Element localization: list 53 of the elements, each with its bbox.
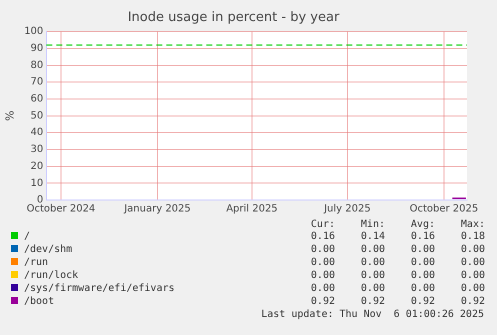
text: 0.16 [310,230,335,243]
y-axis-title: % [3,110,16,122]
legend-label: /boot [24,296,54,307]
text: 0.14 [360,230,385,243]
text: 0.00 [360,269,385,282]
legend-label: /dev/shm [24,244,72,255]
text: Cur: [310,218,335,230]
y-tick-label: 80 [30,60,44,71]
text: 0.92 [310,295,335,308]
legend-label: / [24,231,30,242]
y-tick-label: 0 [36,194,44,206]
text: 0.00 [410,282,435,295]
text: 0.00 [360,256,385,269]
text: 0.00 [410,243,435,256]
text: Last update: Thu Nov 6 01:00:26 2025 [260,308,485,321]
chart-title: Inode usage in percent - by year [128,10,340,26]
y-tick-label: 20 [30,160,44,172]
y-tick-label: 90 [30,43,44,54]
y-tick-label: 10 [30,178,44,189]
x-tick-label: October 2025 [410,204,478,215]
text: 0.00 [310,243,335,256]
text: 0.00 [460,282,485,295]
y-tick-label: 40 [30,127,44,138]
text: Avg: [410,218,435,230]
text: 0.00 [310,256,335,269]
text: 0.00 [460,269,485,282]
text: 0.16 [410,230,435,243]
legend-label: /sys/firmware/efi/efivars [24,283,175,294]
legend-label: /run [24,257,48,268]
text: 0.92 [410,295,435,308]
y-tick-label: 70 [30,76,44,88]
text: 0.18 [460,230,485,243]
y-tick-label: 60 [30,94,44,105]
x-tick-label: October 2024 [26,204,96,215]
y-tick-label: 30 [30,144,44,156]
text: 0.00 [460,256,485,269]
y-tick-label: 50 [30,110,44,122]
y-tick-label: 100 [24,26,44,38]
text: Min: [360,218,385,230]
text: Max: [460,218,485,230]
x-tick-label: April 2025 [226,204,278,215]
text: 0.92 [360,295,385,308]
x-tick-label: July 2025 [323,204,371,215]
legend-label: /run/lock [24,270,78,281]
text: 0.00 [460,243,485,256]
text: 0.92 [460,295,485,308]
x-tick-label: January 2025 [123,204,191,215]
text: 0.00 [360,282,385,295]
text: 0.00 [410,256,435,269]
text: 0.00 [310,282,335,295]
text: 0.00 [360,243,385,256]
text: 0.00 [310,269,335,282]
text: 0.00 [410,269,435,282]
